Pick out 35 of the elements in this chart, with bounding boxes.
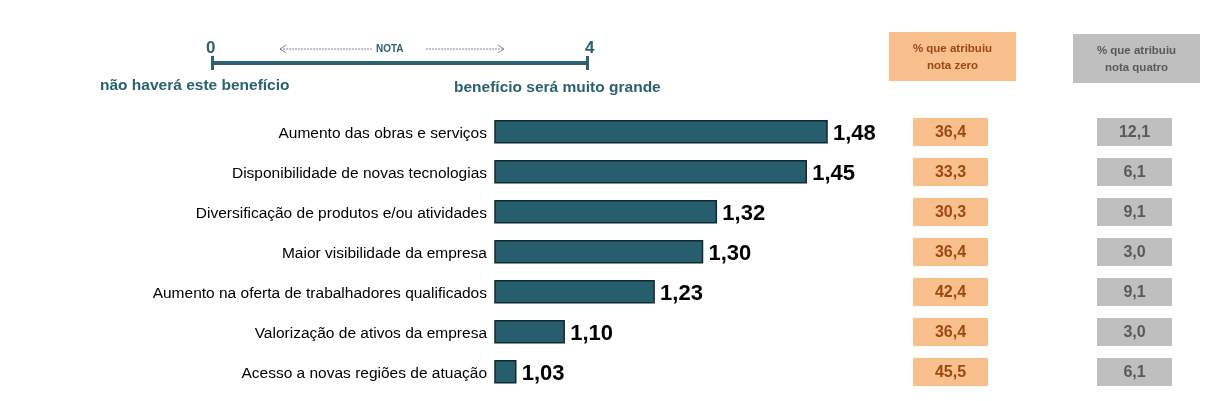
y-tick-label: Aumento das obras e serviços [278,123,488,141]
text: 3,0 [1097,238,1172,266]
text: % que atribuiu nota zero [889,32,1016,81]
text: 4 [585,38,595,58]
text: 12,1 [1097,118,1172,146]
data-label: 1,45 [812,159,856,185]
text: benefício será muito grande [454,78,661,96]
text: não haverá este benefício [100,76,290,94]
data-label: 1,23 [660,279,703,305]
text: 6,1 [1097,158,1172,186]
text: 0 [206,38,216,58]
text: NOTA [376,43,404,54]
data-label: 1,10 [570,319,613,345]
text: 36,4 [913,238,988,266]
y-tick-label: Diversificação de produtos e/ou atividades [195,203,488,221]
y-tick-label: Acesso a novas regiões de atuação [241,363,487,381]
text: 30,3 [913,198,988,226]
data-label: 1,30 [708,239,752,265]
y-tick-label: Aumento na oferta de trabalhadores qualificados [152,283,488,301]
data-label: 1,03 [521,359,565,385]
text: 42,4 [913,278,988,306]
text: 45,5 [913,358,988,386]
y-tick-label: Disponibilidade de novas tecnologias [231,163,488,181]
text: 6,1 [1097,358,1172,386]
text: 36,4 [913,318,988,346]
y-tick-label: Maior visibilidade da empresa [281,243,488,261]
text: 9,1 [1097,278,1172,306]
text: 36,4 [913,118,988,146]
y-tick-label: Valorização de ativos da empresa [254,323,488,341]
text: 33,3 [913,158,988,186]
data-label: 1,32 [722,199,766,225]
text: % que atribuiu nota quatro [1073,34,1200,83]
text: 3,0 [1097,318,1172,346]
text: 9,1 [1097,198,1172,226]
data-label: 1,48 [833,119,876,145]
